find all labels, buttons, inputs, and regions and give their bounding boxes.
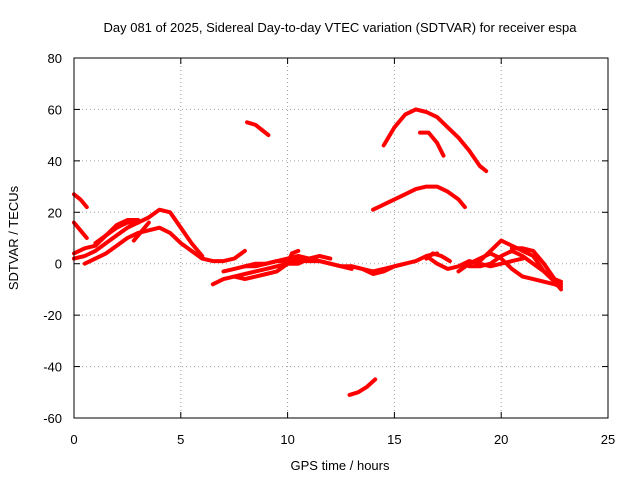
x-tick-label: 0 [70,432,77,447]
y-tick-label: 60 [48,102,62,117]
y-tick-label: -60 [43,411,62,426]
series-track-11 [242,256,354,271]
chart-title: Day 081 of 2025, Sidereal Day-to-day VTE… [103,20,577,35]
series-track-15 [424,251,452,264]
series-track-10 [232,248,301,282]
x-tick-label: 15 [387,432,401,447]
y-tick-label: -20 [43,308,62,323]
series-track-7 [131,220,151,243]
x-tick-label: 5 [177,432,184,447]
plot-frame [73,57,609,419]
y-tick-label: 80 [48,51,62,66]
x-tick-label: 25 [601,432,615,447]
y-tick-label: 0 [55,257,62,272]
series-track-19 [509,246,563,287]
series-track-13 [349,261,408,276]
series-track-5 [82,225,247,266]
x-tick-label: 20 [494,432,508,447]
series-track-6 [93,218,141,246]
series-track-20 [245,120,271,138]
series-track-4 [72,207,205,261]
data-series [72,107,563,397]
x-tick-label: 10 [280,432,294,447]
y-tick-label: 20 [48,205,62,220]
series-track-24 [347,377,378,397]
series-track-16 [456,251,563,289]
series-track-21 [381,107,489,174]
y-tick-label: -40 [43,360,62,375]
series-track-12 [285,254,333,266]
y-tick-labels: -60 -40 -20 0 20 40 60 80 [43,51,62,426]
y-tick-label: 40 [48,154,62,169]
x-tick-labels: 0 5 10 15 20 25 [70,432,615,447]
series-track-23 [371,184,467,212]
x-axis-label: GPS time / hours [291,458,390,473]
series-track-22 [418,130,446,158]
series-track-1 [72,192,89,210]
series-track-2 [72,220,89,240]
axis-ticks [73,57,609,419]
y-axis-label: SDTVAR / TECUs [6,185,21,290]
grid-lines [74,58,608,418]
series-track-18 [477,238,563,292]
